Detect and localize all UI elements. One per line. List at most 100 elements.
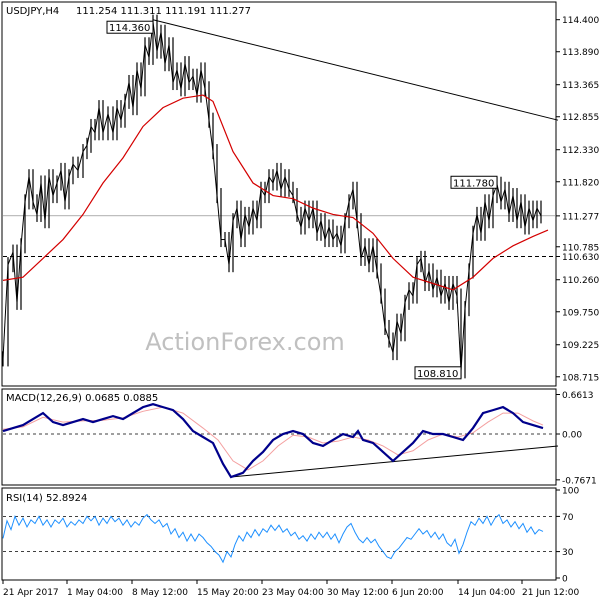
price-connector: [56, 170, 62, 184]
price-connector: [336, 233, 342, 246]
price-connector: [484, 201, 490, 221]
price-connector: [24, 176, 30, 202]
price-connector: [428, 270, 434, 290]
price-connector: [384, 327, 390, 341]
price-connector: [20, 201, 26, 246]
price-connector: [328, 226, 334, 240]
x-tick-label: 23 May 04:00: [262, 588, 324, 598]
price-connector: [272, 170, 278, 184]
price-connector: [464, 270, 470, 309]
macd-y-tick-label: -0.7671: [562, 476, 597, 486]
price-connector: [168, 44, 174, 83]
price-connector: [40, 182, 46, 221]
macd-signal-line: [2, 406, 544, 471]
price-connector: [472, 214, 478, 234]
price-connector: [152, 22, 158, 52]
price-connector: [68, 164, 74, 177]
price-connector: [344, 201, 350, 221]
price-connector: [288, 189, 294, 196]
price-connector: [260, 189, 266, 196]
rsi-y-tick-label: 70: [562, 513, 574, 523]
price-connector: [316, 220, 322, 234]
price-connector: [156, 32, 162, 52]
price-connector: [456, 296, 462, 371]
price-connector: [304, 207, 310, 221]
price-connector: [536, 207, 542, 217]
price-connector: [364, 245, 370, 265]
price-connector: [296, 214, 302, 228]
price-connector: [284, 176, 290, 190]
price-connector: [208, 120, 214, 152]
price-connector: [488, 195, 494, 221]
x-tick-label: 30 May 12:00: [327, 588, 389, 598]
price-connector: [408, 289, 414, 297]
price-connector: [144, 44, 150, 58]
price-annotation-box: [450, 175, 498, 189]
price-connector: [44, 176, 50, 221]
price-annotation-label: 111.780: [453, 178, 494, 189]
price-connector: [232, 207, 238, 221]
price-connector: [94, 107, 100, 133]
price-connector: [460, 308, 466, 371]
rsi-y-tick-label: 30: [562, 548, 574, 558]
price-connector: [116, 107, 122, 121]
price-connector: [228, 220, 234, 265]
price-connector: [52, 182, 58, 196]
price-connector: [28, 176, 34, 202]
macd-panel-frame: [1, 388, 557, 486]
macd-title: MACD(12,26,9) 0.0685 0.0885: [6, 393, 158, 404]
price-connector: [60, 170, 66, 202]
price-connector: [192, 76, 198, 96]
price-connector: [77, 151, 84, 171]
price-connector: [512, 195, 518, 221]
y-tick-label: 110.630: [562, 253, 599, 263]
price-connector: [532, 207, 538, 221]
price-connector: [360, 245, 366, 259]
macd-main-line: [2, 402, 544, 479]
price-connector: [416, 258, 422, 265]
price-annotation-box: [414, 366, 462, 380]
price-connector: [444, 283, 450, 303]
price-connector: [256, 189, 262, 221]
price-connector: [356, 220, 362, 259]
price-connector: [280, 176, 286, 190]
price-connector: [140, 44, 146, 89]
price-connector: [308, 207, 314, 221]
y-tick-label: 114.400: [562, 16, 599, 26]
price-connector: [528, 207, 534, 221]
price-connector: [64, 176, 70, 202]
price-connector: [400, 302, 406, 334]
price-connector: [196, 69, 202, 96]
price-connector: [380, 296, 386, 328]
x-tick-label: 21 Apr 2017: [3, 588, 59, 598]
rsi-y-tick-label: 0: [562, 575, 568, 585]
price-connector: [86, 126, 92, 146]
price-connector: [420, 258, 426, 284]
price-annotation-box: [106, 20, 154, 34]
price-trendline: [152, 19, 559, 121]
price-connector: [107, 113, 114, 133]
price-connector: [212, 151, 218, 196]
price-connector: [332, 232, 338, 240]
price-connector: [164, 44, 170, 64]
price-connector: [368, 245, 374, 265]
price-connector: [124, 82, 130, 102]
moving-average-line: [2, 94, 549, 291]
price-annotation-label: 108.810: [417, 369, 458, 380]
y-tick-label: 109.225: [562, 341, 599, 351]
rsi-title: RSI(14) 52.8924: [6, 493, 87, 504]
y-tick-label: 113.890: [562, 48, 599, 58]
price-connector: [248, 208, 254, 228]
price-connector: [200, 69, 206, 89]
price-connector: [312, 208, 318, 234]
price-connector: [16, 245, 22, 303]
price-connector: [516, 201, 522, 221]
price-connector: [224, 239, 230, 265]
price-connector: [176, 69, 182, 89]
price-connector: [504, 189, 510, 215]
y-tick-label: 110.260: [562, 276, 599, 286]
price-connector: [500, 189, 506, 203]
